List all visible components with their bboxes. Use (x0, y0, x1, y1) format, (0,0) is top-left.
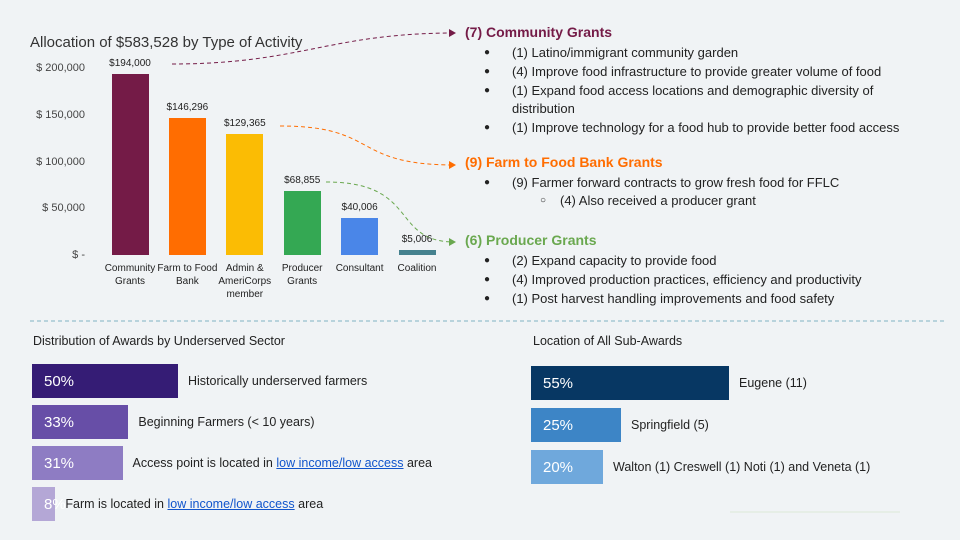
item-text: (9) Farmer forward contracts to grow fre… (512, 175, 840, 190)
bar: 25% (531, 408, 621, 442)
category-label: Farm is located in low income/low access… (65, 497, 323, 511)
item-text: (1) Latino/immigrant community garden (512, 45, 739, 60)
grant-section: (7) Community Grants (1) Latino/immigrant… (465, 24, 925, 138)
category-label: Eugene (11) (739, 376, 807, 390)
category-label: Historically underserved farmers (188, 374, 368, 388)
label-text: Farm is located in (65, 497, 165, 511)
bar (283, 190, 321, 255)
bullet-item: (4) Improved production practices, effic… (484, 271, 925, 289)
bar (226, 134, 264, 255)
value-label: $129,365 (223, 118, 266, 130)
x-tick-label: Producer Grants (281, 263, 323, 287)
label-text: Access point is located in (132, 456, 273, 470)
y-tick-label: $ 150,000 (36, 108, 85, 121)
label-text: area (406, 456, 433, 470)
bullet-list: (9) Farmer forward contracts to grow fre… (465, 174, 925, 210)
bullet-item: (4) Improve food infrastructure to provi… (484, 63, 925, 81)
bullet-item: (2) Expand capacity to provide food (484, 252, 925, 270)
chart-title: Distribution of Awards by Underserved Se… (33, 334, 285, 348)
y-tick-label: $ - (72, 249, 85, 261)
item-text: (2) Expand capacity to provide food (512, 253, 717, 268)
value-label: $5,006 (401, 234, 433, 246)
y-tick-label: $ 200,000 (36, 62, 85, 74)
value-label: 55% (543, 374, 574, 392)
value-label: 50% (44, 372, 75, 390)
bar (168, 118, 206, 255)
link[interactable]: low income/low access (276, 456, 404, 470)
chart-title: Allocation of $583,528 by Type of Activi… (30, 34, 303, 51)
bullet-list: (2) Expand capacity to provide food (4) I… (465, 252, 925, 308)
value-label: $68,855 (284, 174, 321, 186)
bar: 50% (32, 364, 178, 398)
x-tick-label: Community Grants (104, 263, 156, 287)
x-tick-label: Farm to Food Bank (157, 263, 218, 287)
arrow (279, 125, 456, 169)
bullet-item: (1) Expand food access locations and dem… (484, 82, 925, 118)
value-label: 33% (44, 413, 75, 431)
sub-list: (4) Also received a producer grant (512, 192, 925, 210)
bar: 55% (531, 366, 729, 400)
bar: 31% (32, 446, 123, 480)
bullet-item: (9) Farmer forward contracts to grow fre… (484, 174, 925, 210)
item-text: (4) Improve food infrastructure to provi… (512, 64, 882, 79)
x-tick-label: Admin & AmeriCorps member (218, 263, 272, 300)
arrow (171, 29, 456, 65)
x-tick-label: Coalition (397, 263, 437, 274)
value-label: $194,000 (109, 57, 151, 69)
link[interactable]: low income/low access (167, 497, 295, 511)
grant-section: (6) Producer Grants (2) Expand capacity t… (465, 232, 925, 309)
bullet-item: (1) Improve technology for a food hub to… (484, 119, 925, 137)
y-tick-label: $ 100,000 (36, 155, 85, 168)
value-label: $146,296 (166, 102, 209, 114)
category-label: Walton (1) Creswell (1) Noti (1) and Ven… (613, 460, 871, 474)
bar: 8% (32, 487, 66, 521)
bar: 20% (531, 450, 603, 484)
x-tick-label: Consultant (335, 263, 384, 274)
value-label: $40,006 (341, 201, 378, 213)
item-text: (1) Post harvest handling improvements a… (512, 291, 835, 306)
chart-title: Location of All Sub-Awards (533, 334, 683, 348)
sub-item: (4) Also received a producer grant (540, 192, 925, 210)
item-text: (1) Expand food access locations and dem… (512, 83, 874, 116)
value-label: 31% (44, 454, 75, 472)
bar: 33% (32, 405, 129, 439)
bar (341, 217, 379, 255)
item-text: (1) Improve technology for a food hub to… (512, 120, 900, 135)
bullet-item: (1) Post harvest handling improvements a… (484, 290, 925, 308)
bullet-item: (1) Latino/immigrant community garden (484, 44, 925, 62)
category-label: Springfield (5) (631, 418, 709, 432)
bar (398, 250, 436, 255)
grant-section: (9) Farm to Food Bank Grants (9) Farmer f… (465, 154, 925, 211)
item-text: (4) Improved production practices, effic… (512, 272, 862, 287)
section-title: (7) Community Grants (465, 24, 613, 40)
section-title: (6) Producer Grants (465, 232, 597, 248)
arrow (325, 181, 456, 246)
category-label: Beginning Farmers (< 10 years) (138, 415, 315, 429)
value-label: 8% (44, 495, 66, 513)
value-label: 20% (543, 458, 574, 476)
value-label: 25% (543, 416, 574, 434)
section-title: (9) Farm to Food Bank Grants (465, 154, 663, 170)
bullet-list: (1) Latino/immigrant community garden (4)… (465, 44, 925, 137)
y-tick-label: $ 50,000 (42, 202, 85, 215)
label-text: area (298, 497, 324, 511)
item-text: (4) Also received a producer grant (560, 193, 756, 208)
bar (111, 73, 149, 255)
category-label: Access point is located in low income/lo… (133, 456, 433, 470)
